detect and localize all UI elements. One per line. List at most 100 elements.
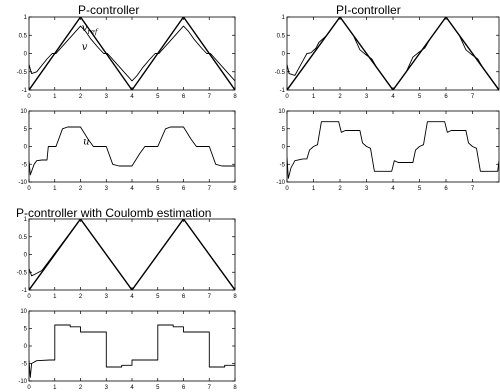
y-tick-label: 1 <box>282 15 286 21</box>
axes-frame <box>286 16 500 91</box>
x-tick-label: 3 <box>105 294 109 300</box>
y-tick-label: 10 <box>278 109 285 115</box>
y-tick-label: 0 <box>24 253 28 259</box>
x-tick-label: 6 <box>182 94 186 100</box>
x-tick-label: 7 <box>208 385 212 391</box>
x-tick-label: 2 <box>79 294 83 300</box>
x-tick-label: 8 <box>233 186 237 192</box>
y-tick-label: 5 <box>282 127 286 133</box>
y-tick-label: -0.5 <box>17 270 28 276</box>
x-tick-label: 6 <box>182 186 186 192</box>
annotation-v: v <box>82 42 88 53</box>
series-line-v <box>29 25 235 82</box>
chart-title-pi-controller: PI-controller <box>336 3 401 17</box>
y-tick-label: -10 <box>18 180 27 186</box>
y-tick-label: -10 <box>18 379 27 385</box>
y-tick-label: -0.5 <box>275 70 286 76</box>
chart-panel-2: 0 1 2 3 4 5 6 7 8 -10 -5 0 5 10 u <box>18 109 237 192</box>
x-tick-label: 5 <box>418 94 422 100</box>
x-tick-label: 5 <box>418 186 422 192</box>
x-tick-label: 6 <box>182 385 186 391</box>
x-tick-label: 1 <box>53 385 57 391</box>
y-tick-label: 0.5 <box>19 235 28 241</box>
x-tick-label: 1 <box>53 94 57 100</box>
x-tick-label: 3 <box>365 94 369 100</box>
y-tick-label: 10 <box>20 309 27 315</box>
y-tick-label: 5 <box>24 327 28 333</box>
y-tick-label: 1 <box>24 15 28 21</box>
x-tick-label: 8 <box>233 385 237 391</box>
series-line-v <box>29 219 235 290</box>
chart-panel-5: 0 1 2 3 4 5 6 7 8 -10 -5 0 5 10 <box>18 309 237 391</box>
x-tick-label: 0 <box>285 94 289 100</box>
axes-frame <box>28 218 236 291</box>
x-tick-label: 2 <box>79 385 83 391</box>
series-line-v-ref <box>287 17 499 90</box>
x-tick-label: 3 <box>105 94 109 100</box>
x-tick-label: 1 <box>53 186 57 192</box>
y-tick-label: -5 <box>280 162 286 168</box>
x-tick-label: 0 <box>27 94 31 100</box>
y-tick-label: 1 <box>24 217 28 223</box>
y-tick-label: -0.5 <box>17 70 28 76</box>
x-tick-label: 3 <box>105 385 109 391</box>
chart-panel-1: 0 1 2 3 4 5 6 7 -1 -0.5 0 0.5 1 <box>275 15 500 100</box>
x-tick-label: 5 <box>156 186 160 192</box>
x-tick-label: 1 <box>312 94 316 100</box>
series-line-u <box>287 121 499 179</box>
x-tick-label: 2 <box>338 186 342 192</box>
y-tick-label: 10 <box>20 109 27 115</box>
x-tick-label: 0 <box>27 385 31 391</box>
chart-panel-0: 0 1 2 3 4 5 6 7 8 -1 -0.5 0 0.5 1 vref v <box>17 15 238 100</box>
x-tick-label: 4 <box>130 385 134 391</box>
y-tick-label: 0 <box>24 344 28 350</box>
x-tick-label: 5 <box>156 94 160 100</box>
series-line-v-ref <box>29 219 235 290</box>
annotation-u: u <box>83 137 89 148</box>
series-line-v-ref <box>29 17 235 90</box>
chart-title-p-controller: P-controller <box>78 3 140 17</box>
x-tick-label: 8 <box>233 94 237 100</box>
series-line-u <box>29 324 235 378</box>
x-tick-label: 4 <box>130 94 134 100</box>
annotation-v-ref: vref <box>82 23 99 36</box>
y-tick-label: 0 <box>24 145 28 151</box>
axes-frame <box>28 310 236 382</box>
y-tick-label: -1 <box>22 288 28 294</box>
x-tick-label: 1 <box>312 186 316 192</box>
x-tick-label: 7 <box>208 186 212 192</box>
x-tick-label: 0 <box>27 294 31 300</box>
axes-frame <box>28 16 236 91</box>
x-tick-label: 7 <box>208 94 212 100</box>
x-tick-label: 4 <box>130 294 134 300</box>
x-tick-label: 7 <box>471 94 475 100</box>
x-tick-label: 0 <box>27 186 31 192</box>
y-tick-label: -10 <box>276 180 285 186</box>
x-tick-label: 2 <box>79 94 83 100</box>
x-tick-label: 5 <box>156 294 160 300</box>
x-tick-label: 7 <box>471 186 475 192</box>
y-tick-label: -1 <box>22 88 28 94</box>
x-tick-label: 6 <box>444 186 448 192</box>
y-tick-label: 0 <box>282 145 286 151</box>
y-tick-label: 0.5 <box>19 33 28 39</box>
y-tick-label: -1 <box>280 88 286 94</box>
x-tick-label: 4 <box>391 186 395 192</box>
x-tick-label: 6 <box>444 94 448 100</box>
y-tick-label: 0 <box>24 52 28 58</box>
x-tick-label: 6 <box>182 294 186 300</box>
chart-panel-4: 0 1 2 3 4 5 6 7 8 -1 -0.5 0 0.5 1 <box>17 217 238 300</box>
series-line-u <box>29 126 235 176</box>
x-tick-label: 2 <box>338 94 342 100</box>
y-tick-label: 5 <box>24 127 28 133</box>
x-tick-label: 5 <box>156 385 160 391</box>
x-tick-label: 3 <box>105 186 109 192</box>
series-line-v <box>287 17 499 90</box>
x-tick-label: 4 <box>391 94 395 100</box>
x-tick-label: 1 <box>53 294 57 300</box>
y-tick-label: 0.5 <box>277 33 286 39</box>
axes-frame <box>286 110 500 183</box>
x-tick-label: 8 <box>233 294 237 300</box>
